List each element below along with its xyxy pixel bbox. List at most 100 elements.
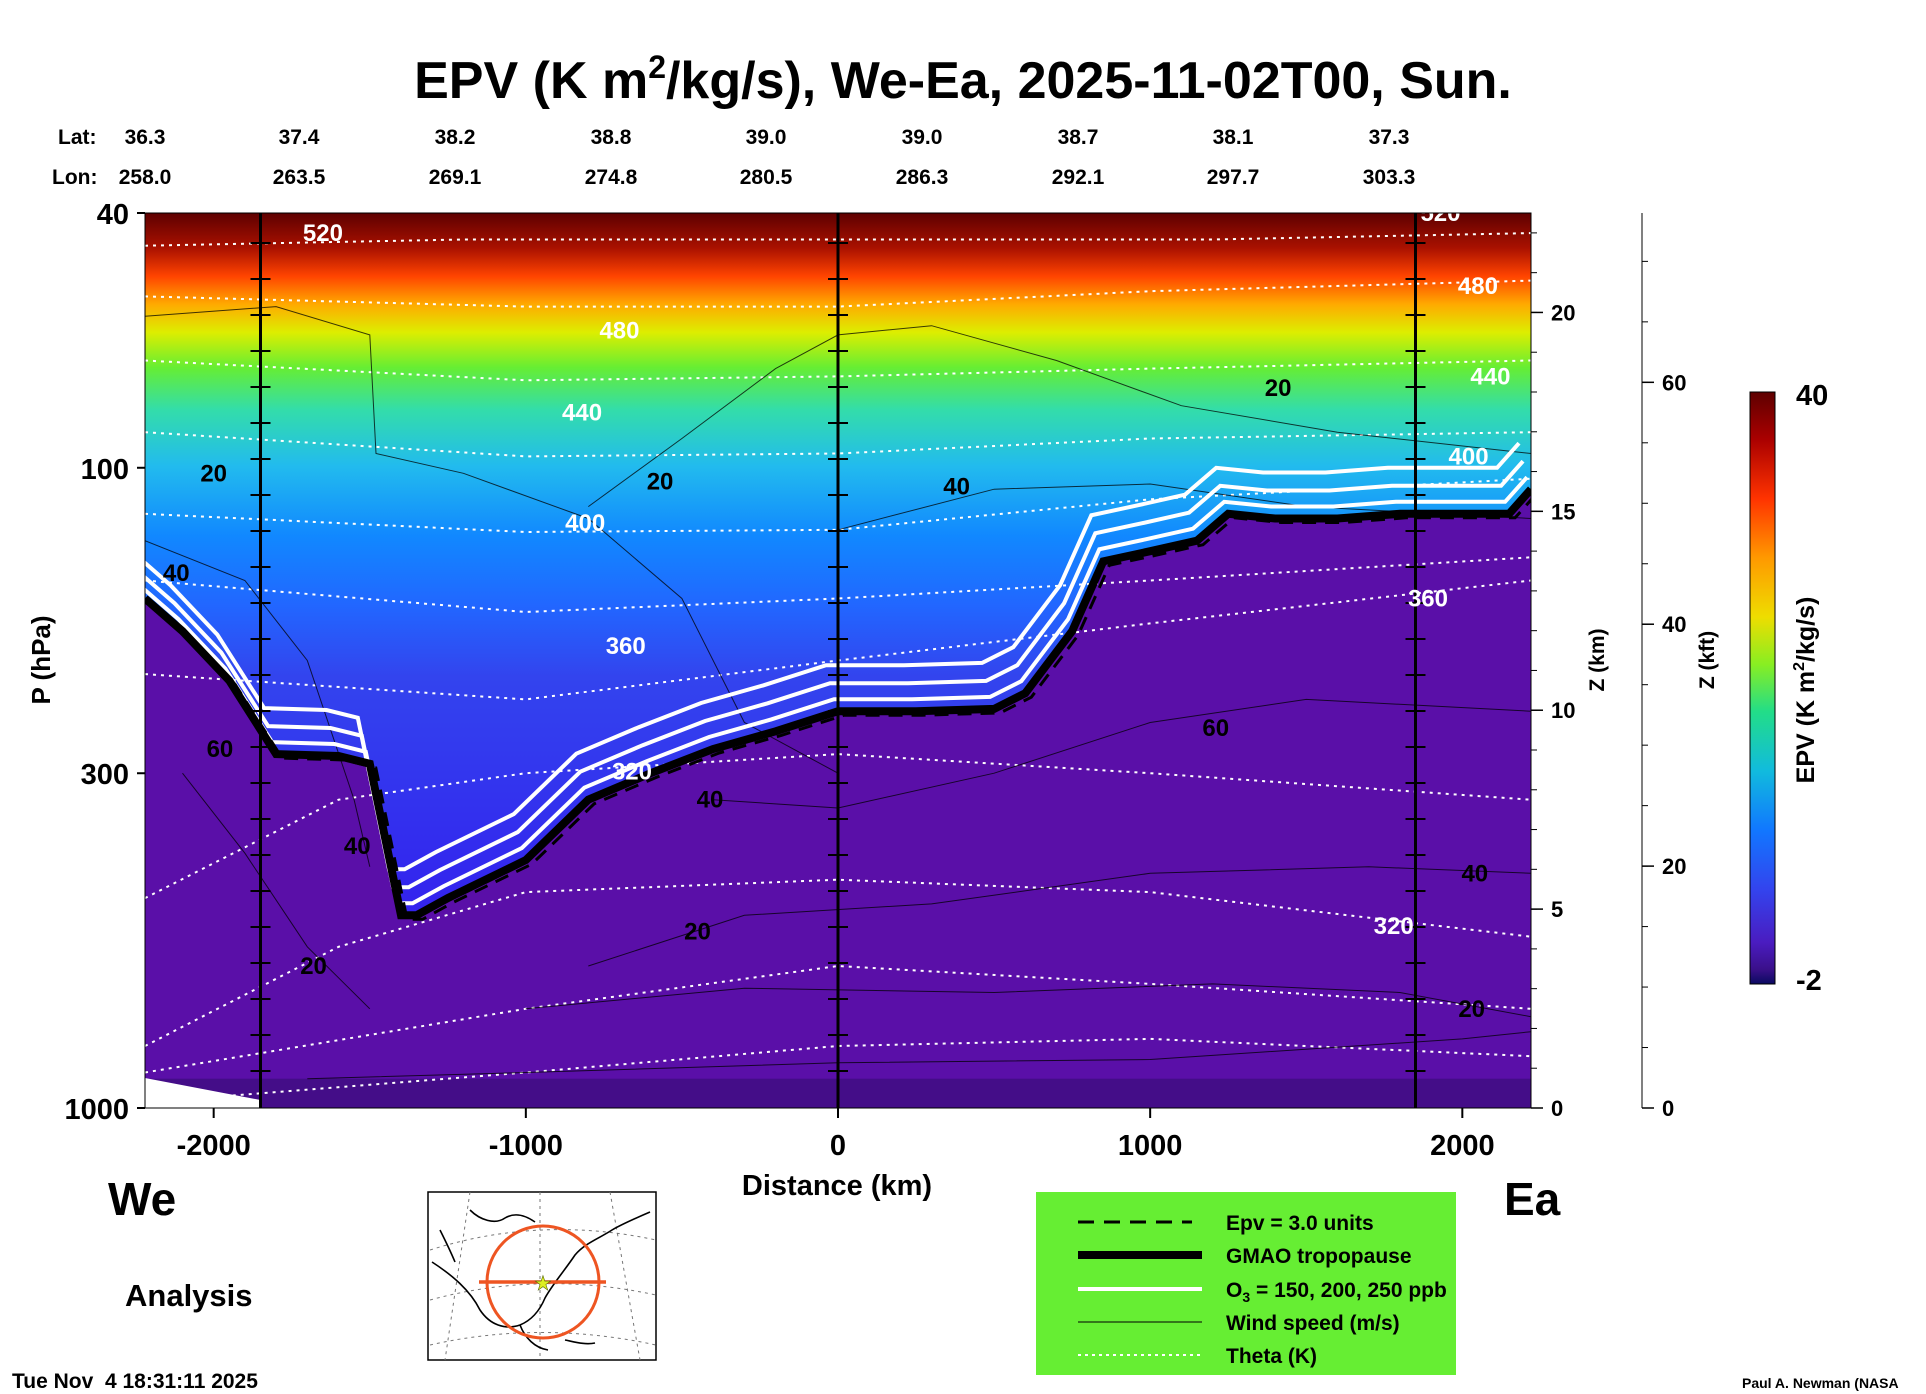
wind-contour-line — [713, 698, 1531, 809]
lat-value: 38.2 — [435, 126, 476, 149]
wind-label: 20 — [1265, 375, 1292, 402]
wind-label: 40 — [943, 474, 970, 501]
inset-map-coastlines — [431, 1209, 651, 1351]
x-axis-label: Distance (km) — [742, 1170, 932, 1202]
y-axis: 40 100 300 1000 — [64, 199, 145, 1126]
lon-value: 263.5 — [273, 166, 326, 189]
vertical-marker-lines — [250, 213, 1426, 1108]
z-km-axis-label: Z (km) — [1586, 629, 1609, 692]
wind-contour-line — [145, 540, 371, 867]
inset-map-center-star: ★ — [534, 1273, 552, 1295]
wind-contours — [145, 306, 1531, 1080]
x-tick-label: -1000 — [489, 1130, 563, 1162]
z-kft-tick-label: 40 — [1662, 612, 1686, 637]
lon-label: Lon: — [52, 166, 97, 189]
x-axis: -2000 -1000 0 1000 2000 — [177, 1108, 1495, 1162]
theta-label: 480 — [599, 317, 639, 344]
x-tick-label: -2000 — [177, 1130, 251, 1162]
y-axis-label: P (hPa) — [26, 615, 56, 704]
y-tick-label: 100 — [81, 454, 129, 486]
theta-label: 480 — [1458, 273, 1498, 300]
ozone-contour-200 — [145, 459, 1525, 890]
colorbar-max-label: 40 — [1796, 380, 1828, 412]
colorbar-label: EPV (K m2/kg/s) — [1791, 597, 1820, 784]
x-tick-label: 2000 — [1430, 1130, 1495, 1162]
wind-label: 20 — [200, 460, 227, 487]
legend-label-epv: Epv = 3.0 units — [1226, 1212, 1374, 1235]
legend: Epv = 3.0 units GMAO tropopause O3 = 150… — [1036, 1192, 1456, 1375]
lat-values: 36.3 37.4 38.2 38.8 39.0 39.0 38.7 38.1 37.3 — [125, 126, 1410, 149]
y-tick-label: 40 — [97, 199, 129, 231]
lat-value: 36.3 — [125, 126, 166, 149]
z-kft-tick-label: 60 — [1662, 370, 1686, 395]
theta-label: 320 — [612, 758, 652, 785]
lat-value: 38.7 — [1058, 126, 1099, 149]
wind-contour-line — [588, 866, 1531, 967]
theta-label: 320 — [1374, 913, 1414, 940]
ozone-contour-150 — [145, 475, 1529, 906]
east-label: Ea — [1504, 1173, 1561, 1225]
theta-contour-labels: 520 480 440 400 360 320 480 440 400 360 320 520 — [303, 200, 1511, 940]
x-tick-label: 0 — [830, 1130, 846, 1162]
theta-label: 360 — [1408, 585, 1448, 612]
lon-value: 303.3 — [1363, 166, 1416, 189]
colorbar-gradient — [1749, 391, 1776, 985]
z-kft-axis: 0 20 40 60 — [1641, 213, 1686, 1121]
x-tick-label: 1000 — [1118, 1130, 1183, 1162]
lon-value: 258.0 — [119, 166, 172, 189]
wind-label: 20 — [300, 953, 327, 980]
wind-label: 20 — [647, 468, 674, 495]
theta-label: 360 — [606, 633, 646, 660]
wind-label: 40 — [1461, 860, 1488, 887]
wind-label: 60 — [1202, 715, 1229, 742]
lon-value: 269.1 — [429, 166, 482, 189]
ozone-contour-250 — [145, 441, 1521, 872]
lon-value: 280.5 — [740, 166, 793, 189]
wind-contour-line — [837, 483, 1531, 531]
lon-values: 258.0 263.5 269.1 274.8 280.5 286.3 292.1 297.7… — [119, 166, 1416, 189]
theta-label: 400 — [1449, 443, 1489, 470]
theta-label: 520 — [1420, 200, 1460, 227]
legend-label-tropopause: GMAO tropopause — [1226, 1245, 1412, 1268]
y-tick-label: 300 — [81, 759, 129, 791]
theta-label: 520 — [303, 220, 343, 247]
lat-value: 38.1 — [1213, 126, 1254, 149]
z-km-tick-label: 0 — [1551, 1096, 1563, 1121]
inset-map: ★ — [427, 1191, 657, 1361]
legend-label-wind: Wind speed (m/s) — [1226, 1312, 1400, 1335]
wind-contour-line — [182, 772, 371, 1010]
wind-label: 20 — [1458, 996, 1485, 1023]
lon-value: 274.8 — [585, 166, 638, 189]
z-km-tick-label: 10 — [1551, 698, 1575, 723]
z-kft-axis-label: Z (kft) — [1696, 631, 1719, 689]
z-km-tick-label: 5 — [1551, 897, 1563, 922]
theta-label: 440 — [562, 400, 602, 427]
lat-value: 37.3 — [1369, 126, 1410, 149]
wind-contour-labels: 20 40 60 40 20 20 40 20 40 20 60 40 20 — [163, 375, 1488, 1023]
lat-value: 39.0 — [902, 126, 943, 149]
theta-label: 440 — [1470, 363, 1510, 390]
wind-label: 60 — [207, 736, 234, 763]
wind-label: 20 — [684, 918, 711, 945]
legend-label-theta: Theta (K) — [1226, 1345, 1317, 1368]
west-label: We — [108, 1173, 176, 1225]
lon-value: 286.3 — [896, 166, 949, 189]
lon-value: 297.7 — [1207, 166, 1260, 189]
legend-label-ozone: O3 = 150, 200, 250 ppb — [1226, 1279, 1447, 1305]
colorbar-min-label: -2 — [1796, 965, 1822, 997]
wind-contour-line — [525, 983, 1531, 1018]
terrain-cutout — [145, 1078, 261, 1108]
lat-value: 39.0 — [746, 126, 787, 149]
wind-label: 40 — [697, 787, 724, 814]
theta-contour-line — [145, 964, 1531, 1074]
wind-contour-line — [307, 1031, 1531, 1080]
z-km-tick-label: 15 — [1551, 499, 1575, 524]
y-tick-label: 1000 — [64, 1094, 129, 1126]
lat-value: 37.4 — [279, 126, 320, 149]
analysis-label: Analysis — [125, 1278, 253, 1313]
chart-title: EPV (K m2/kg/s), We-Ea, 2025-11-02T00, S… — [414, 49, 1512, 110]
timestamp: Tue Nov 4 18:31:11 2025 — [12, 1370, 258, 1393]
wind-contour-line — [145, 306, 839, 774]
theta-contour-line — [145, 878, 1531, 1047]
